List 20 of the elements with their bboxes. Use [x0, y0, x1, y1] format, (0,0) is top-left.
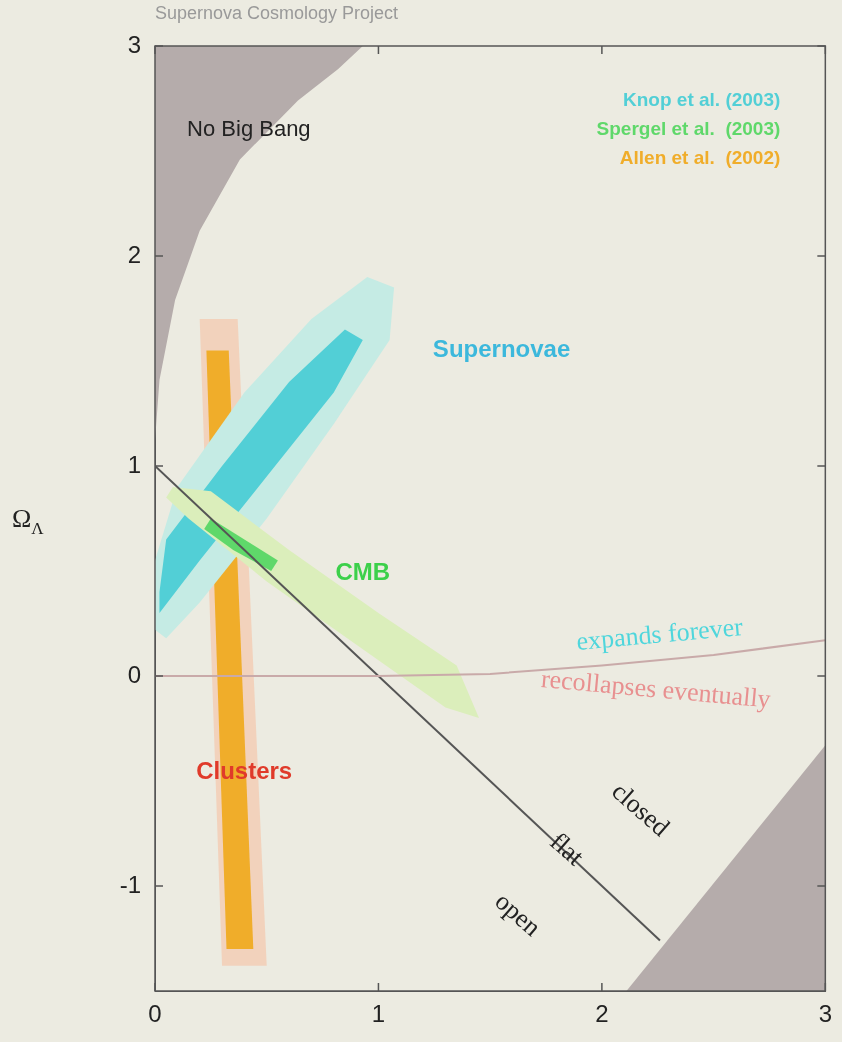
y-tick-label: 2 [127, 240, 141, 268]
text: Spergel et al. (2003) [596, 118, 781, 140]
annotation: open [489, 886, 547, 942]
text: Allen et al. (2002) [619, 147, 781, 169]
annotation: expands forever [575, 612, 745, 656]
text: Knop et al. (2003) [623, 89, 781, 111]
annotation: Supernovae [432, 334, 571, 362]
y-tick-label: 1 [127, 450, 141, 478]
y-tick-label: 3 [127, 30, 141, 58]
y-tick-label: -1 [119, 870, 141, 898]
annotation: flat [544, 826, 591, 872]
annotation: recollapses eventually [539, 664, 772, 714]
annotation: No Big Bang [187, 116, 311, 142]
x-tick-label: 3 [818, 1000, 833, 1028]
y-tick-label: 0 [127, 660, 141, 688]
x-tick-label: 2 [595, 1000, 609, 1028]
x-tick-label: 0 [148, 1000, 162, 1028]
chart-title: Supernova Cosmology Project [155, 2, 399, 23]
annotation: CMB [335, 557, 391, 585]
x-tick-label: 1 [371, 1000, 386, 1028]
